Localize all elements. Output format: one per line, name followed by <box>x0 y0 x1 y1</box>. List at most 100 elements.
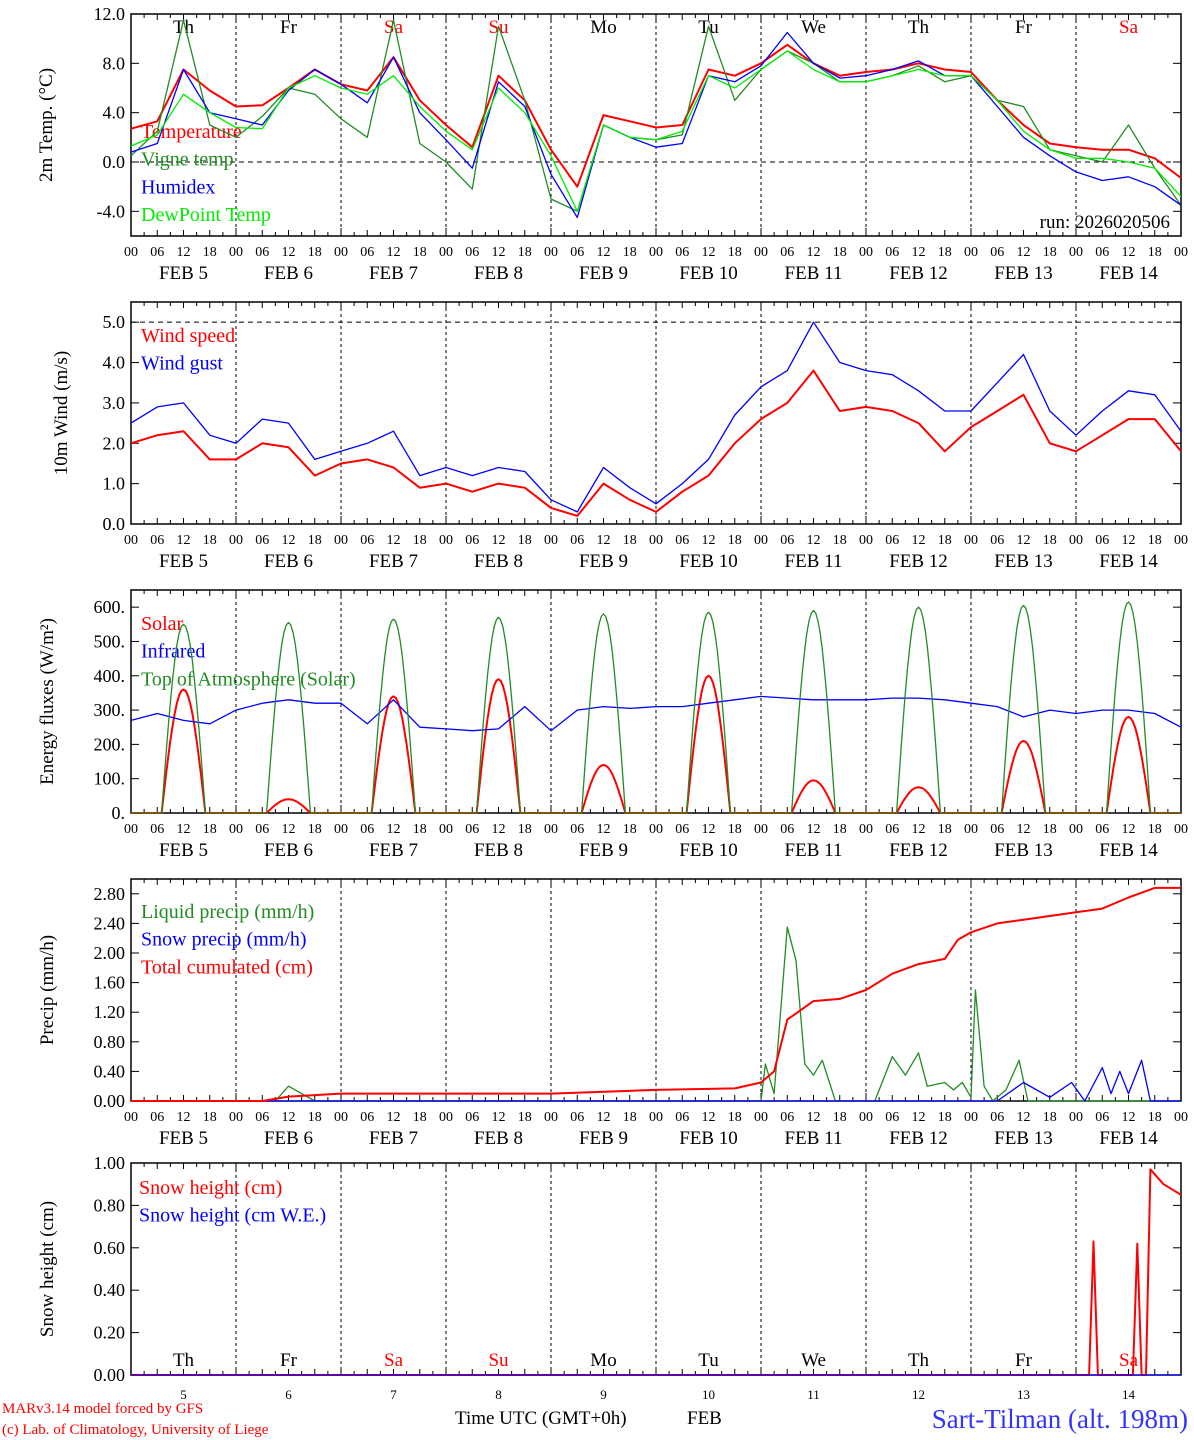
hour-tick-label: 18 <box>1148 822 1162 837</box>
y-tick-label: 1.20 <box>94 1002 126 1022</box>
weekday-label: Fr <box>280 17 298 38</box>
hour-tick-label: 12 <box>702 245 716 260</box>
hour-tick-label: 12 <box>912 533 926 548</box>
date-label: FEB 8 <box>474 840 523 861</box>
date-label: FEB 6 <box>264 1128 313 1149</box>
hour-tick-label: 00 <box>229 822 243 837</box>
hour-tick-label: 06 <box>675 533 689 548</box>
hour-tick-label: 18 <box>833 245 847 260</box>
hour-tick-label: 00 <box>859 245 873 260</box>
hour-tick-label: 00 <box>1069 1110 1083 1125</box>
y-tick-label: 300. <box>94 700 126 720</box>
hour-tick-label: 12 <box>387 245 401 260</box>
hour-tick-label: 00 <box>859 822 873 837</box>
day-number-label: 14 <box>1122 1387 1136 1402</box>
hour-tick-label: 06 <box>255 245 269 260</box>
hour-tick-label: 06 <box>465 1110 479 1125</box>
hour-tick-label: 12 <box>492 533 506 548</box>
weekday-label: We <box>801 17 826 38</box>
weekday-label: Sa <box>384 1350 404 1371</box>
hour-tick-label: 12 <box>177 822 191 837</box>
day-number-label: 8 <box>495 1387 502 1402</box>
hour-tick-label: 00 <box>1069 822 1083 837</box>
legend-entry: Wind gust <box>141 353 223 375</box>
y-tick-label: 200. <box>94 734 126 754</box>
hour-tick-label: 00 <box>649 822 663 837</box>
weekday-label: Mo <box>590 1350 616 1371</box>
y-tick-label: 2.80 <box>94 884 126 904</box>
hour-tick-label: 18 <box>833 822 847 837</box>
date-label: FEB 5 <box>159 551 208 572</box>
hour-tick-label: 06 <box>150 1110 164 1125</box>
hour-tick-label: 00 <box>544 533 558 548</box>
date-label: FEB 10 <box>679 263 738 284</box>
hour-tick-label: 06 <box>780 245 794 260</box>
hour-tick-label: 06 <box>1095 533 1109 548</box>
hour-tick-label: 12 <box>282 245 296 260</box>
y-tick-label: -4.0 <box>97 201 126 221</box>
hour-tick-label: 12 <box>702 533 716 548</box>
legend-entry: Snow precip (mm/h) <box>141 929 307 951</box>
date-label: FEB 14 <box>1099 840 1158 861</box>
hour-tick-label: 12 <box>702 1110 716 1125</box>
hour-tick-label: 18 <box>938 822 952 837</box>
date-label: FEB 12 <box>889 263 948 284</box>
hour-tick-label: 06 <box>780 1110 794 1125</box>
date-label: FEB 11 <box>785 551 843 572</box>
hour-tick-label: 00 <box>334 1110 348 1125</box>
weekday-label: Tu <box>698 1350 719 1371</box>
hour-tick-label: 06 <box>1095 245 1109 260</box>
hour-tick-label: 06 <box>1095 822 1109 837</box>
hour-tick-label: 18 <box>518 1110 532 1125</box>
y-axis-label: Snow height (cm) <box>37 1201 58 1337</box>
hour-tick-label: 18 <box>623 245 637 260</box>
hour-tick-label: 06 <box>885 245 899 260</box>
hour-tick-label: 06 <box>990 245 1004 260</box>
weekday-label: Fr <box>280 1350 298 1371</box>
date-label: FEB 10 <box>679 1128 738 1149</box>
series-line-temperature <box>130 43 1182 188</box>
hour-tick-label: 12 <box>1017 822 1031 837</box>
series-line-snow-height-cm- <box>131 1168 1182 1376</box>
hour-tick-label: 06 <box>360 533 374 548</box>
date-label: FEB 10 <box>679 840 738 861</box>
hour-tick-label: 06 <box>360 1110 374 1125</box>
weekday-label: Sa <box>1119 1350 1139 1371</box>
hour-tick-label: 00 <box>439 1110 453 1125</box>
hour-tick-label: 18 <box>623 533 637 548</box>
y-tick-label: 0.40 <box>94 1280 126 1300</box>
hour-tick-label: 12 <box>1122 1110 1136 1125</box>
hour-tick-label: 00 <box>1069 245 1083 260</box>
series-line-solar <box>131 674 1181 814</box>
hour-tick-label: 06 <box>570 245 584 260</box>
hour-tick-label: 00 <box>1174 822 1188 837</box>
legend-entry: Snow height (cm) <box>139 1177 282 1199</box>
date-label: FEB 10 <box>679 551 738 572</box>
x-axis-label: Time UTC (GMT+0h) <box>455 1408 627 1429</box>
y-tick-label: 1.00 <box>94 1153 126 1173</box>
day-number-label: 13 <box>1017 1387 1030 1402</box>
hour-tick-label: 00 <box>964 822 978 837</box>
y-tick-label: 4.0 <box>103 103 126 123</box>
y-tick-label: 600. <box>94 597 126 617</box>
hour-tick-label: 00 <box>1174 245 1188 260</box>
hour-tick-label: 18 <box>728 533 742 548</box>
hour-tick-label: 12 <box>807 245 821 260</box>
hour-tick-label: 00 <box>124 245 138 260</box>
hour-tick-label: 18 <box>623 822 637 837</box>
hour-tick-label: 12 <box>1017 533 1031 548</box>
weekday-label: Sa <box>1119 17 1139 38</box>
hour-tick-label: 12 <box>597 1110 611 1125</box>
hour-tick-label: 18 <box>518 533 532 548</box>
hour-tick-label: 18 <box>308 533 322 548</box>
hour-tick-label: 00 <box>439 822 453 837</box>
hour-tick-label: 06 <box>150 245 164 260</box>
legend-entry: Temperature <box>141 121 242 143</box>
hour-tick-label: 12 <box>282 533 296 548</box>
hour-tick-label: 18 <box>728 245 742 260</box>
date-label: FEB 6 <box>264 263 313 284</box>
hour-tick-label: 12 <box>177 1110 191 1125</box>
y-tick-label: 0.00 <box>94 1365 126 1385</box>
legend-entry: Solar <box>141 613 184 635</box>
hour-tick-label: 00 <box>229 1110 243 1125</box>
